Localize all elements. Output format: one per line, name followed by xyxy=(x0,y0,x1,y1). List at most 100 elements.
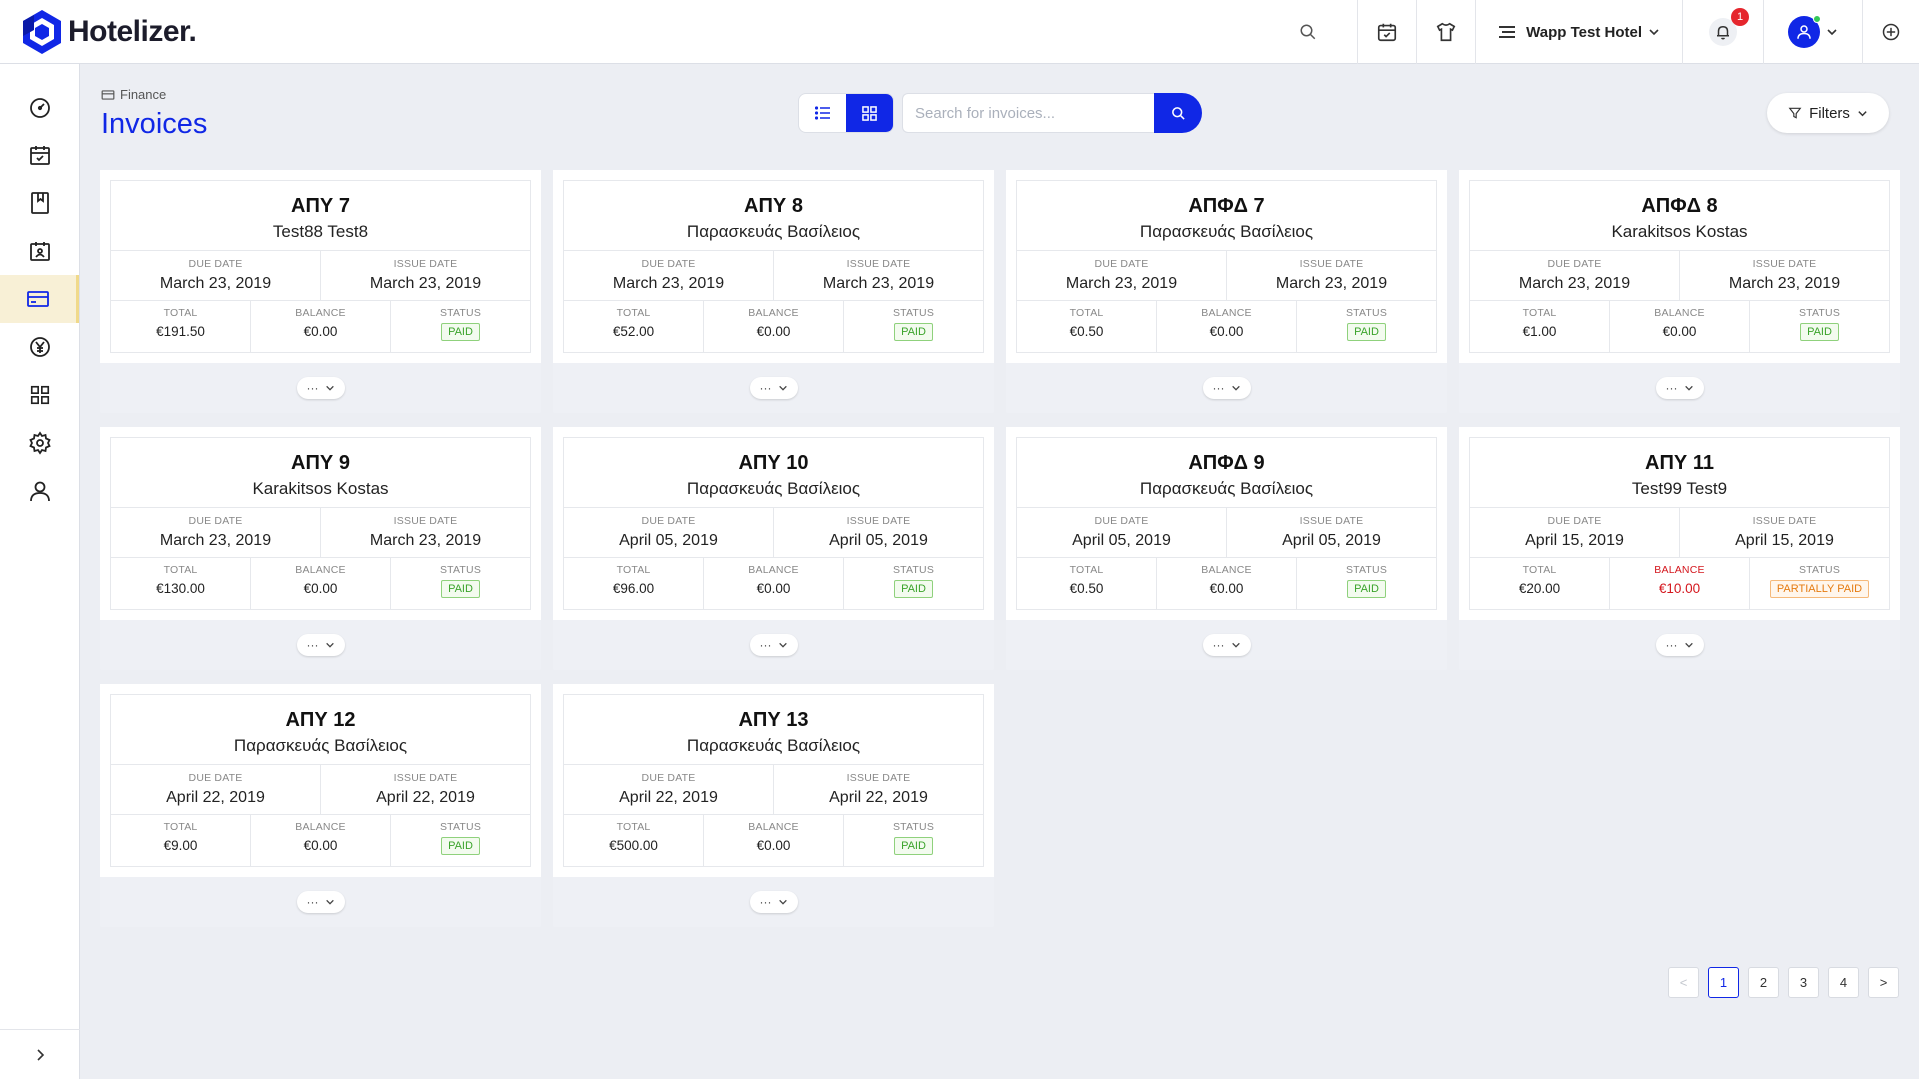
sidebar-item-apps[interactable] xyxy=(0,371,79,419)
status-badge: PAID xyxy=(894,837,933,855)
sidebar xyxy=(0,64,80,1079)
sidebar-item-dashboard[interactable] xyxy=(0,83,79,131)
total-label: TOTAL xyxy=(163,307,198,319)
total-label: TOTAL xyxy=(1522,564,1557,576)
more-actions-button[interactable]: ··· xyxy=(749,891,798,913)
balance-label: BALANCE xyxy=(1201,564,1252,576)
invoice-guest-name: Παρασκευάς Βασίλειος xyxy=(686,479,861,498)
more-dots-icon: ··· xyxy=(759,895,772,909)
app-logo[interactable]: Hotelizer. xyxy=(20,8,197,56)
status-badge: PAID xyxy=(1800,323,1839,341)
more-dots-icon: ··· xyxy=(1212,638,1225,652)
more-actions-button[interactable]: ··· xyxy=(296,634,345,656)
sidebar-item-users[interactable] xyxy=(0,467,79,515)
list-view-button[interactable] xyxy=(799,94,846,132)
add-button[interactable] xyxy=(1862,0,1919,64)
invoice-card[interactable]: ΑΠΥ 7 Test88 Test8 DUE DATE March 23, 20… xyxy=(100,170,541,413)
page-2-button[interactable]: 2 xyxy=(1748,967,1779,998)
notifications-button[interactable]: 1 xyxy=(1682,0,1763,64)
user-avatar-icon xyxy=(1797,25,1811,39)
housekeeping-button[interactable] xyxy=(1416,0,1475,64)
more-actions-button[interactable]: ··· xyxy=(1202,634,1251,656)
invoice-search xyxy=(902,93,1202,133)
search-input[interactable] xyxy=(902,93,1154,133)
due-date-label: DUE DATE xyxy=(641,772,696,784)
balance-label: BALANCE xyxy=(748,821,799,833)
total-value: €52.00 xyxy=(612,324,655,339)
invoice-card[interactable]: ΑΠΥ 8 Παρασκευάς Βασίλειος DUE DATE Marc… xyxy=(553,170,994,413)
balance-value: €0.00 xyxy=(303,324,338,339)
hotel-selector[interactable]: Wapp Test Hotel xyxy=(1475,0,1682,64)
sidebar-expand-button[interactable] xyxy=(0,1029,80,1079)
total-value: €130.00 xyxy=(156,581,205,596)
grid-view-button[interactable] xyxy=(846,94,893,132)
chevron-right-icon xyxy=(37,1048,45,1061)
prev-page-button[interactable]: < xyxy=(1668,967,1699,998)
calendar-button[interactable] xyxy=(1357,0,1416,64)
yen-coin-icon xyxy=(29,337,50,357)
user-menu-button[interactable] xyxy=(1763,0,1862,64)
more-actions-button[interactable]: ··· xyxy=(1655,377,1704,399)
invoice-card[interactable]: ΑΠΥ 12 Παρασκευάς Βασίλειος DUE DATE Apr… xyxy=(100,684,541,927)
breadcrumb[interactable]: Finance xyxy=(101,87,166,102)
invoice-number: ΑΠΦΔ 7 xyxy=(1188,195,1265,217)
user-icon xyxy=(29,481,50,502)
search-button[interactable] xyxy=(1154,93,1202,133)
page-3-button[interactable]: 3 xyxy=(1788,967,1819,998)
issue-date-value: April 22, 2019 xyxy=(829,789,928,806)
invoice-card[interactable]: ΑΠΥ 11 Test99 Test9 DUE DATE April 15, 2… xyxy=(1459,427,1900,670)
invoice-card[interactable]: ΑΠΥ 9 Karakitsos Kostas DUE DATE March 2… xyxy=(100,427,541,670)
invoice-card[interactable]: ΑΠΥ 13 Παρασκευάς Βασίλειος DUE DATE Apr… xyxy=(553,684,994,927)
due-date-value: March 23, 2019 xyxy=(1065,275,1178,292)
status-badge: PAID xyxy=(441,837,480,855)
book-icon xyxy=(30,192,49,214)
issue-date-value: April 05, 2019 xyxy=(829,532,928,549)
invoice-number: ΑΠΥ 8 xyxy=(744,195,803,217)
total-label: TOTAL xyxy=(1069,307,1104,319)
status-label: STATUS xyxy=(439,307,482,319)
chevron-down-icon xyxy=(1827,29,1837,36)
page-4-button[interactable]: 4 xyxy=(1828,967,1859,998)
page-1-button[interactable]: 1 xyxy=(1708,967,1739,998)
more-actions-button[interactable]: ··· xyxy=(749,634,798,656)
due-date-value: April 22, 2019 xyxy=(619,789,718,806)
sidebar-item-settings[interactable] xyxy=(0,419,79,467)
more-actions-button[interactable]: ··· xyxy=(296,891,345,913)
total-label: TOTAL xyxy=(616,821,651,833)
total-label: TOTAL xyxy=(1522,307,1557,319)
status-label: STATUS xyxy=(892,307,935,319)
more-actions-button[interactable]: ··· xyxy=(1202,377,1251,399)
issue-date-label: ISSUE DATE xyxy=(1752,515,1817,527)
search-icon xyxy=(1171,106,1185,120)
due-date-label: DUE DATE xyxy=(188,772,243,784)
total-label: TOTAL xyxy=(163,821,198,833)
top-search-button[interactable] xyxy=(1281,0,1335,64)
due-date-label: DUE DATE xyxy=(188,515,243,527)
due-date-label: DUE DATE xyxy=(1094,515,1149,527)
filters-button[interactable]: Filters xyxy=(1767,93,1889,133)
issue-date-label: ISSUE DATE xyxy=(1752,258,1817,270)
sidebar-item-bookings[interactable] xyxy=(0,131,79,179)
more-actions-button[interactable]: ··· xyxy=(749,377,798,399)
invoice-card[interactable]: ΑΠΦΔ 8 Karakitsos Kostas DUE DATE March … xyxy=(1459,170,1900,413)
sidebar-item-guests[interactable] xyxy=(0,227,79,275)
invoice-card[interactable]: ΑΠΦΔ 7 Παρασκευάς Βασίλειος DUE DATE Mar… xyxy=(1006,170,1447,413)
sidebar-item-currency[interactable] xyxy=(0,323,79,371)
next-page-button[interactable]: > xyxy=(1868,967,1899,998)
sidebar-item-book[interactable] xyxy=(0,179,79,227)
chevron-down-icon xyxy=(325,899,334,905)
more-dots-icon: ··· xyxy=(306,381,319,395)
status-label: STATUS xyxy=(439,821,482,833)
due-date-label: DUE DATE xyxy=(641,258,696,270)
invoice-card[interactable]: ΑΠΥ 10 Παρασκευάς Βασίλειος DUE DATE Apr… xyxy=(553,427,994,670)
more-actions-button[interactable]: ··· xyxy=(296,377,345,399)
more-actions-button[interactable]: ··· xyxy=(1655,634,1704,656)
sidebar-item-finance[interactable] xyxy=(0,275,79,323)
invoice-number: ΑΠΥ 10 xyxy=(738,452,809,474)
total-value: €191.50 xyxy=(156,324,205,339)
status-badge: PAID xyxy=(894,580,933,598)
chevron-down-icon xyxy=(1684,642,1693,648)
more-dots-icon: ··· xyxy=(1212,381,1225,395)
issue-date-value: March 23, 2019 xyxy=(369,532,482,549)
invoice-card[interactable]: ΑΠΦΔ 9 Παρασκευάς Βασίλειος DUE DATE Apr… xyxy=(1006,427,1447,670)
